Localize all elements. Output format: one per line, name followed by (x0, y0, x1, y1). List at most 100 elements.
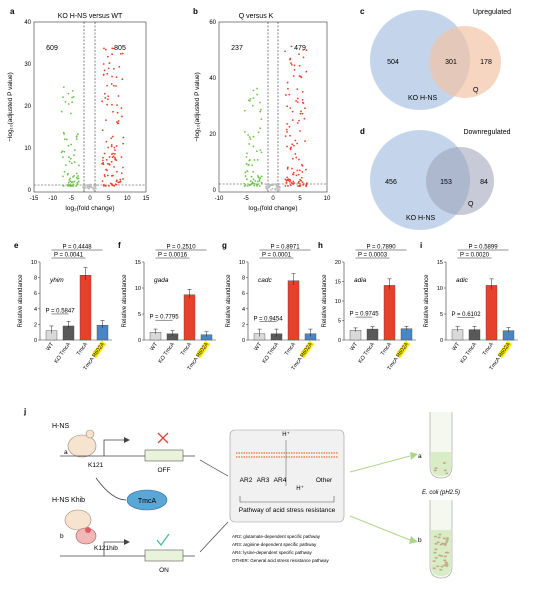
ns-point (265, 183, 268, 186)
up-point (115, 76, 118, 79)
up-point (298, 183, 301, 185)
up-point (286, 131, 288, 133)
up-point (298, 185, 301, 187)
x-tick: 0 (88, 196, 92, 202)
down-point (71, 96, 74, 99)
plot-frame (33, 21, 147, 193)
y-tick-label: 10 (31, 260, 37, 266)
arrow (199, 459, 229, 477)
panel-letter: c (360, 7, 365, 16)
up-point (120, 156, 123, 159)
hns-khib-label: H-NS Khib (52, 497, 85, 504)
down-point (250, 175, 253, 178)
up-point (292, 173, 294, 176)
y-tick-label: 5 (338, 319, 341, 325)
down-point (77, 177, 80, 180)
bacterium (442, 462, 446, 464)
up-point (290, 62, 292, 64)
down-point (62, 175, 64, 178)
up-point (110, 183, 113, 186)
bacterium (443, 559, 447, 562)
up-point (122, 166, 124, 169)
up-point (285, 128, 288, 131)
down-point (73, 154, 75, 157)
arrow (349, 455, 411, 473)
p-value-low: P = 0.9745 (349, 312, 379, 318)
label-highlight (497, 340, 513, 358)
up-point (288, 125, 291, 128)
up-point (116, 122, 119, 125)
up-point (111, 174, 114, 177)
down-point (252, 145, 255, 148)
label-highlight (299, 340, 315, 358)
hns-label: H-NS (52, 423, 69, 430)
down-point (247, 164, 250, 166)
up-point (305, 70, 308, 73)
state-a-label: a (64, 449, 68, 456)
up-point (112, 152, 114, 155)
up-point (114, 183, 117, 186)
y-axis-label: Relative abundance (18, 274, 24, 328)
ns-point (275, 187, 278, 190)
venn-right-count: 84 (480, 179, 488, 186)
up-point (302, 183, 305, 186)
down-point (252, 178, 255, 181)
p-value-low: P = 0.5847 (45, 308, 75, 314)
x-tick-label: TmcA (76, 341, 89, 356)
y-tick-label: 2 (242, 322, 245, 328)
p-value-top: P = 0.4448 (62, 245, 92, 251)
down-point (247, 99, 250, 102)
y-tick-label: 10 (135, 286, 141, 292)
up-point (304, 168, 307, 171)
up-point (305, 185, 308, 187)
x-tick-highlight: R602A (92, 341, 107, 358)
x-tick-label: KO TmcA (262, 341, 281, 364)
bacterium (434, 548, 438, 551)
gene-name: gada (154, 277, 169, 284)
venn-left-count: 456 (385, 179, 397, 186)
down-point (259, 101, 262, 104)
y-tick-label: 4 (242, 307, 245, 313)
p-value-top: P = 0.8971 (270, 245, 300, 251)
x-tick: 0 (271, 196, 275, 202)
bacterium (445, 472, 449, 475)
down-point (252, 97, 255, 100)
bacterium (433, 535, 438, 538)
up-point (111, 75, 113, 78)
gene-name: cadc (258, 277, 272, 284)
tmca-enzyme-shape (126, 489, 168, 511)
up-point (103, 47, 105, 50)
ns-point (266, 189, 269, 191)
y-tick-label: 0 (440, 338, 443, 344)
down-point (260, 118, 263, 121)
up-point (292, 180, 295, 183)
up-point (290, 181, 293, 184)
up-point (111, 135, 114, 138)
down-point (70, 162, 73, 165)
panel-b: b Q versus K 237 479 -10 -5 0 5 10 0 20 … (193, 7, 331, 212)
pathway-bracket (239, 496, 335, 503)
bacterium (432, 567, 436, 570)
up-point (115, 145, 118, 147)
ns-point (265, 187, 268, 189)
down-point (62, 86, 65, 89)
hns-protein-shape (85, 429, 95, 439)
up-point (302, 56, 305, 59)
promoter-arrowhead (124, 437, 130, 443)
up-point (298, 180, 300, 183)
up-point (116, 111, 119, 114)
up-point (287, 87, 289, 90)
down-point (246, 152, 248, 155)
arrow (349, 515, 411, 541)
y-tick-label: 15 (437, 260, 443, 266)
bacterium (439, 568, 443, 571)
down-point (68, 156, 70, 159)
legend-line: AR2: glutamate-dependent specific pathwa… (232, 534, 321, 539)
x-tick: -5 (69, 196, 75, 202)
khib-mark (85, 527, 91, 533)
up-point (107, 67, 110, 70)
down-point (257, 176, 260, 179)
panel-letter: i (420, 241, 422, 250)
promoter-arrowhead (124, 539, 130, 545)
